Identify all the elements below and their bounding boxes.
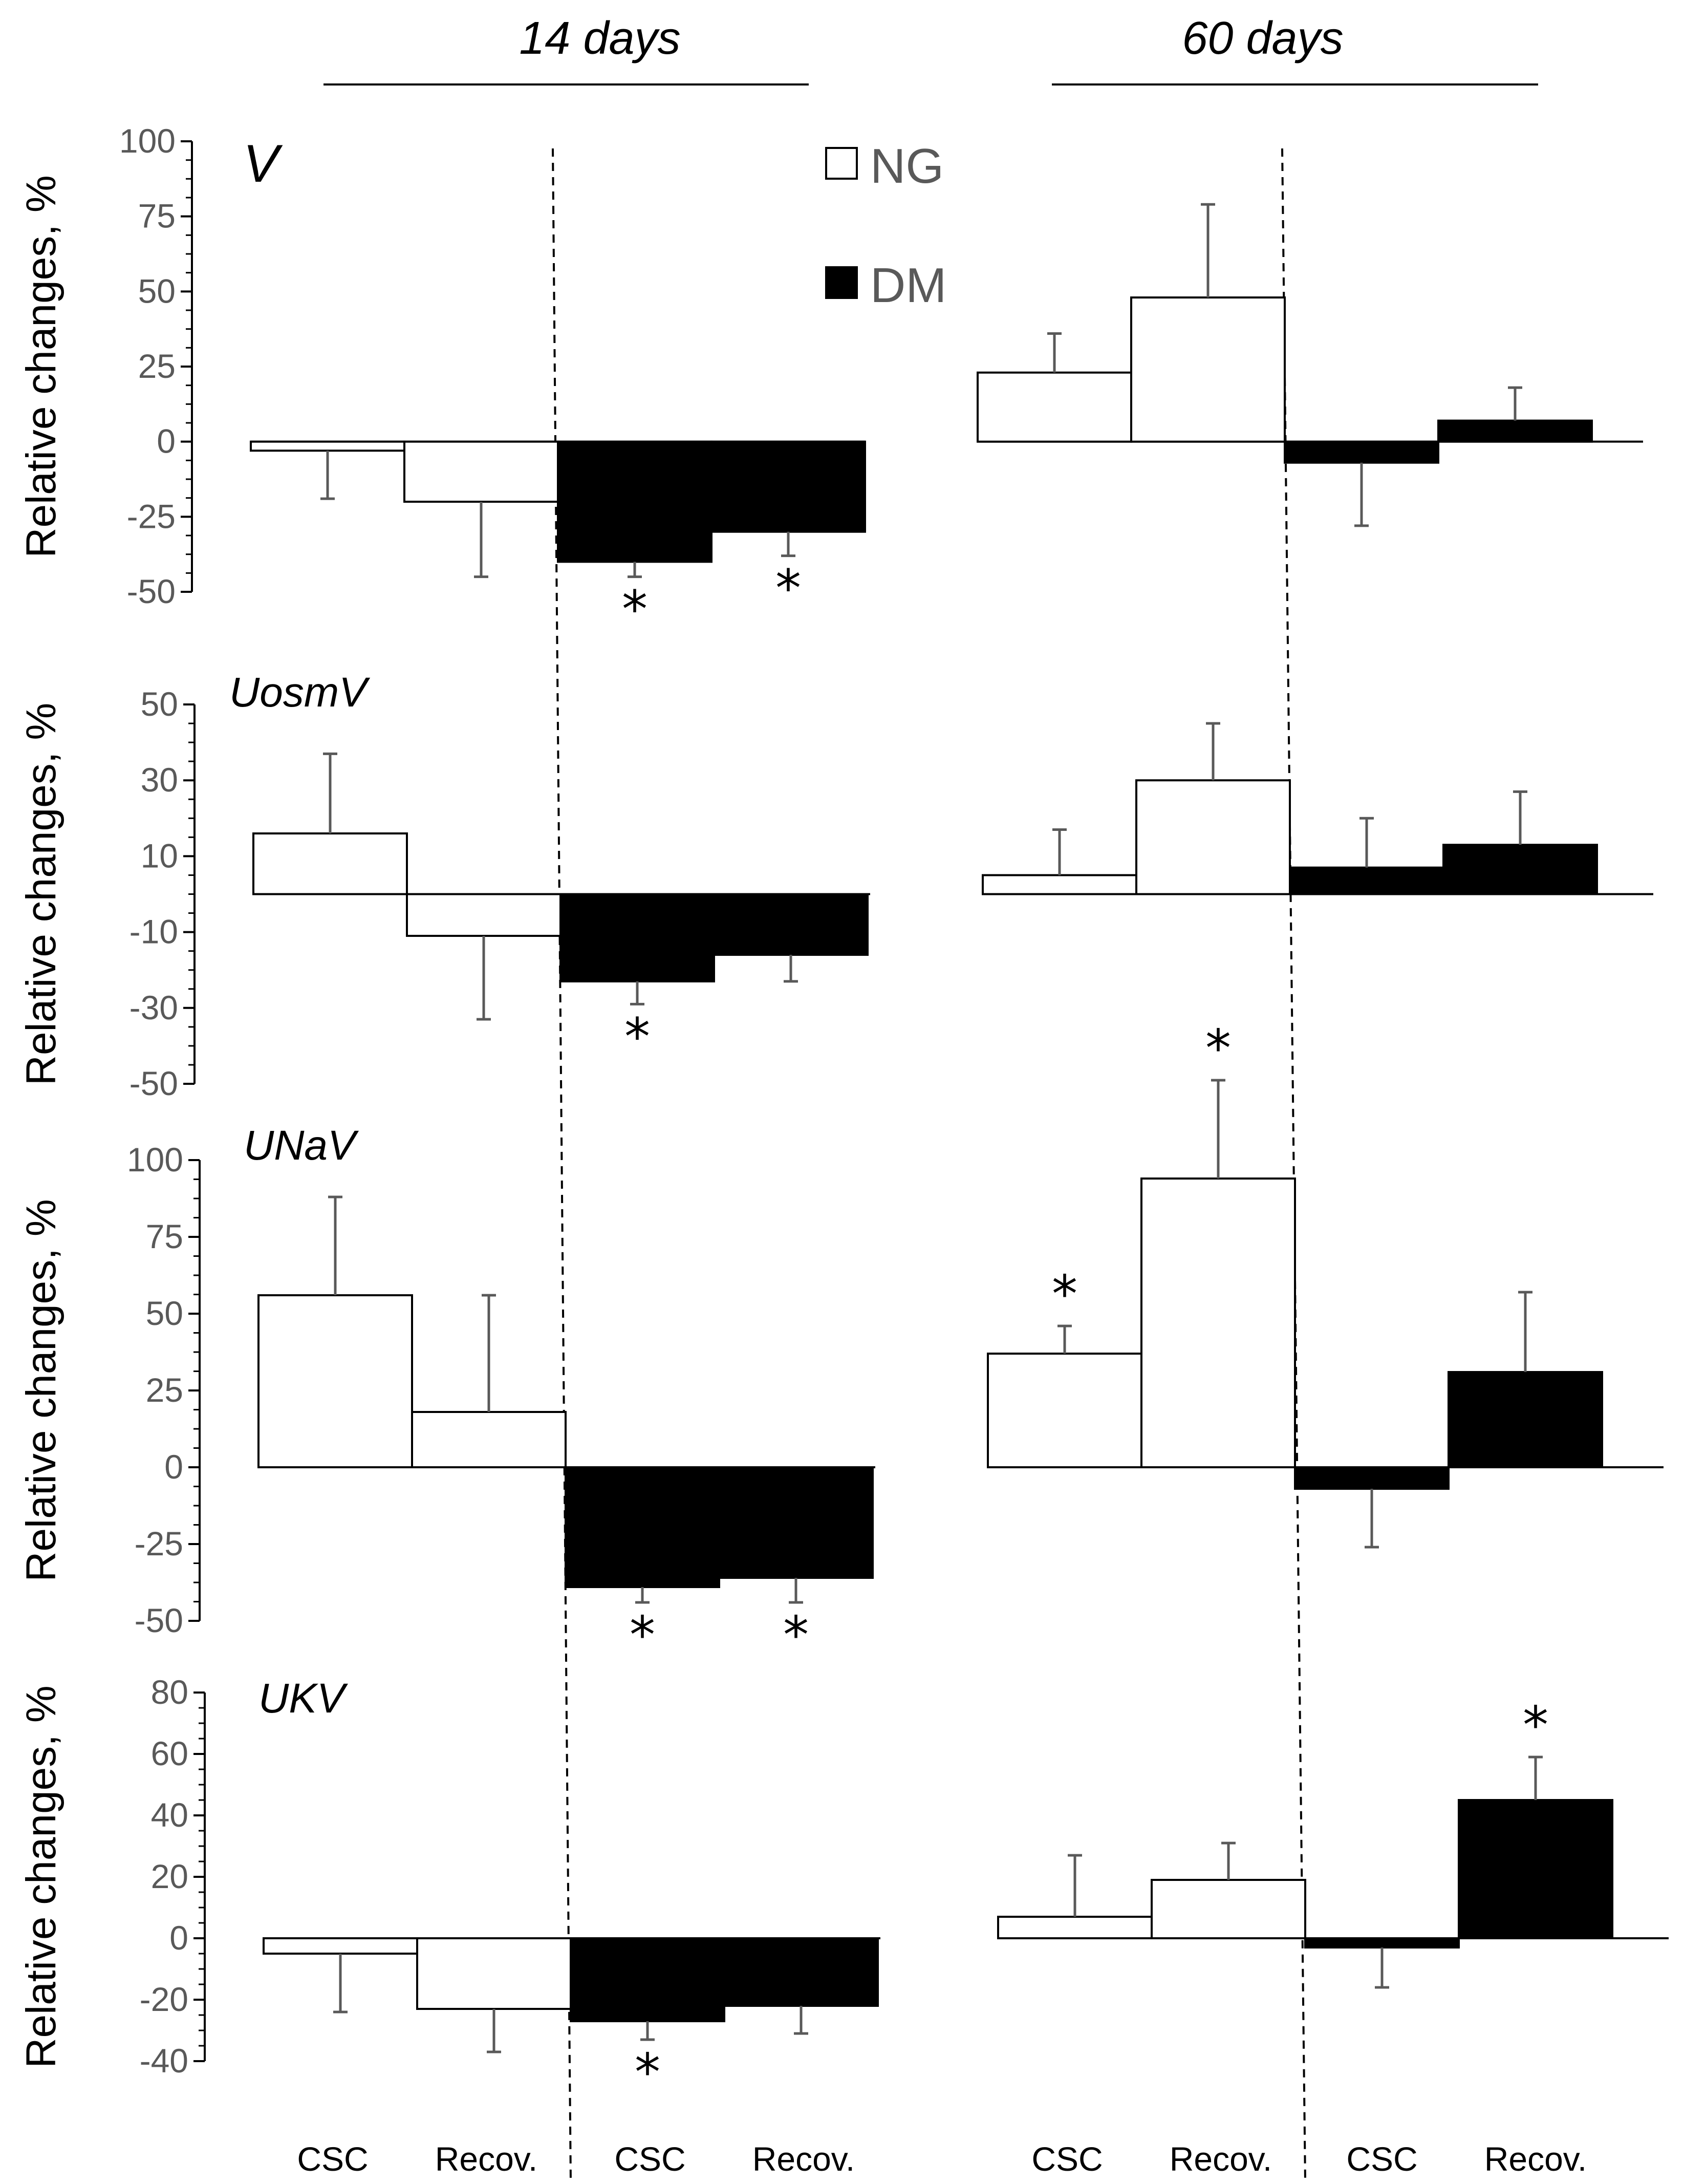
category-label-csc: CSC (614, 2140, 685, 2178)
uosmv-ytick-label: -10 (129, 913, 178, 951)
category-label-recov: Recov. (752, 2140, 855, 2178)
unav-bar-60d-ng-recov (1140, 1177, 1296, 1468)
ukv-bar-60d-ng-recov (1151, 1879, 1306, 1939)
unav-bar-14d-dm-csc (565, 1466, 720, 1588)
unav-ytick-label: 0 (164, 1448, 183, 1486)
ukv-ytick-label: -20 (140, 1980, 188, 2018)
unav-bar-60d-dm-recov (1448, 1371, 1603, 1468)
v-ytick-label: 75 (138, 197, 176, 235)
unav-ytick-label: 50 (146, 1294, 183, 1332)
v-panel-title: V (243, 134, 283, 194)
ukv-bar-14d-ng-recov (416, 1937, 572, 2010)
unav-bar-14d-ng-csc (257, 1294, 413, 1468)
unav-bar-60d-ng-csc (987, 1353, 1142, 1468)
unav-ytick-label: -50 (135, 1601, 183, 1639)
v-ytick-label: 25 (138, 347, 176, 385)
v-y-axis-label: Relative changes, % (18, 175, 64, 558)
v-ytick-label: 50 (138, 272, 176, 310)
ukv-y-axis-label: Relative changes, % (18, 1685, 64, 2068)
v-bar-60d-ng-recov (1130, 296, 1286, 443)
unav-bar-14d-ng-recov (411, 1411, 567, 1468)
legend-swatch-ng (825, 147, 858, 180)
ukv-bar-60d-dm-recov (1458, 1799, 1613, 1939)
unav-ytick-label: 100 (127, 1141, 183, 1179)
unav-ytick-label: 75 (146, 1217, 183, 1255)
unav-bar-14d-dm-recov (718, 1466, 874, 1579)
uosmv-bar-60d-dm-recov (1442, 844, 1598, 895)
v-bar-60d-dm-csc (1284, 440, 1439, 464)
unav-bar-60d-ng-recov-significance-marker: * (1205, 1018, 1231, 1078)
category-label-csc: CSC (297, 2140, 368, 2178)
ukv-bar-14d-ng-csc (263, 1937, 418, 1955)
unav-ytick-label: 25 (146, 1371, 183, 1409)
ukv-bar-14d-dm-csc-significance-marker: * (635, 2042, 660, 2102)
ukv-bar-14d-dm-csc (570, 1937, 725, 2022)
v-ytick-label: 100 (119, 122, 176, 160)
legend-swatch-dm (825, 266, 858, 299)
group-separator-1 (552, 148, 572, 2182)
ukv-ytick-label: -40 (140, 2042, 188, 2080)
category-label-csc: CSC (1031, 2140, 1103, 2178)
uosmv-ytick-label: 10 (141, 837, 178, 874)
unav-y-axis-label: Relative changes, % (18, 1199, 64, 1582)
uosmv-bar-14d-ng-recov (406, 893, 562, 937)
legend-label-ng: NG (870, 139, 944, 194)
ukv-ytick-label: 80 (151, 1673, 188, 1711)
v-ytick-label: -25 (127, 497, 176, 535)
category-label-recov: Recov. (1484, 2140, 1587, 2178)
ukv-ytick-label: 0 (169, 1919, 188, 1957)
ukv-bar-14d-dm-recov (723, 1937, 879, 2007)
v-bar-60d-dm-recov (1437, 419, 1593, 443)
v-bar-14d-ng-csc (250, 440, 405, 452)
period-label-14-days: 14 days (519, 13, 680, 64)
category-label-recov: Recov. (435, 2140, 538, 2178)
unav-bar-14d-dm-csc-significance-marker: * (630, 1605, 655, 1665)
v-bar-14d-dm-recov-significance-marker: * (775, 559, 801, 618)
unav-bar-60d-dm-csc (1294, 1466, 1450, 1490)
v-ytick-label: -50 (127, 572, 176, 610)
uosmv-bar-60d-dm-csc (1289, 866, 1444, 895)
ukv-bar-60d-dm-recov-significance-marker: * (1523, 1695, 1548, 1755)
ukv-ytick-label: 40 (151, 1796, 188, 1834)
uosmv-ytick-label: -50 (129, 1064, 178, 1102)
v-bar-14d-ng-recov (403, 440, 559, 503)
ukv-bar-60d-dm-csc (1304, 1937, 1460, 1949)
unav-bar-60d-ng-csc-significance-marker: * (1052, 1264, 1077, 1324)
uosmv-bar-14d-dm-csc-significance-marker: * (624, 1007, 650, 1066)
uosmv-bar-60d-ng-recov (1135, 779, 1291, 895)
period-label-60-days: 60 days (1182, 13, 1343, 64)
uosmv-panel-title: UosmV (229, 669, 371, 716)
uosmv-bar-14d-dm-csc (559, 893, 715, 982)
ukv-ytick-label: 20 (151, 1857, 188, 1895)
v-bar-14d-dm-csc-significance-marker: * (622, 580, 647, 639)
unav-ytick-label: -25 (135, 1525, 183, 1562)
ukv-panel-title: UKV (258, 1675, 349, 1722)
uosmv-bar-60d-ng-csc (982, 874, 1137, 895)
uosmv-bar-14d-dm-recov (713, 893, 869, 956)
v-bar-60d-ng-csc (977, 371, 1132, 443)
v-bar-14d-dm-csc (557, 440, 713, 563)
category-label-csc: CSC (1346, 2140, 1417, 2178)
uosmv-bar-14d-ng-csc (252, 832, 408, 895)
legend-label-dm: DM (870, 258, 946, 313)
uosmv-ytick-label: 30 (141, 761, 178, 799)
v-bar-14d-dm-recov (710, 440, 866, 533)
unav-panel-title: UNaV (244, 1122, 359, 1169)
uosmv-ytick-label: 50 (141, 685, 178, 723)
category-label-recov: Recov. (1170, 2140, 1272, 2178)
v-ytick-label: 0 (157, 422, 176, 460)
group-separator-2 (1281, 148, 1306, 2182)
uosmv-y-axis-label: Relative changes, % (18, 703, 64, 1086)
uosmv-ytick-label: -30 (129, 989, 178, 1026)
unav-bar-14d-dm-recov-significance-marker: * (783, 1605, 809, 1665)
ukv-ytick-label: 60 (151, 1735, 188, 1772)
ukv-bar-60d-ng-csc (997, 1916, 1153, 1939)
